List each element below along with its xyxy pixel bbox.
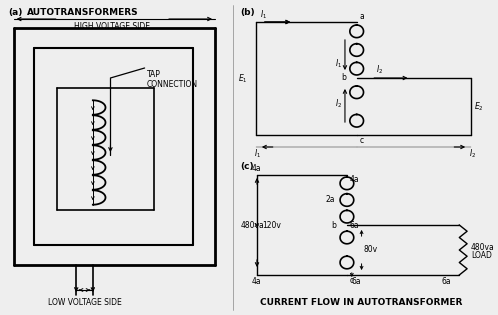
- Text: 2a: 2a: [325, 196, 335, 204]
- Text: $E_2$: $E_2$: [474, 100, 484, 113]
- Text: (b): (b): [241, 8, 255, 17]
- Text: 6a: 6a: [352, 277, 362, 286]
- Text: $I_1$: $I_1$: [335, 58, 342, 70]
- Text: 4a: 4a: [350, 175, 360, 184]
- Text: c: c: [360, 136, 364, 145]
- Text: 6a: 6a: [350, 220, 360, 230]
- Text: $I_1$: $I_1$: [260, 9, 267, 21]
- Text: b: b: [331, 220, 336, 230]
- Text: $I_2$: $I_2$: [335, 98, 342, 111]
- Text: $I_2$: $I_2$: [469, 148, 476, 161]
- Text: 120v: 120v: [262, 220, 281, 230]
- Text: 480va: 480va: [241, 220, 264, 230]
- Text: TAP
CONNECTION: TAP CONNECTION: [146, 70, 198, 89]
- Text: 6a: 6a: [442, 277, 451, 286]
- Text: $I_1$: $I_1$: [254, 148, 261, 161]
- Text: 480va: 480va: [471, 243, 495, 251]
- Text: LOW VOLTAGE SIDE: LOW VOLTAGE SIDE: [48, 298, 122, 307]
- Text: $E_1$: $E_1$: [238, 72, 247, 85]
- Text: b: b: [341, 73, 346, 83]
- Text: $I_2$: $I_2$: [376, 64, 383, 76]
- Text: (c): (c): [241, 162, 254, 171]
- Text: c: c: [350, 276, 354, 285]
- Text: 4a: 4a: [252, 277, 262, 286]
- Text: (a): (a): [8, 8, 22, 17]
- Text: CURRENT FLOW IN AUTOTRANSFORMER: CURRENT FLOW IN AUTOTRANSFORMER: [260, 298, 463, 307]
- Text: HIGH VOLTAGE SIDE: HIGH VOLTAGE SIDE: [74, 22, 150, 31]
- Text: LOAD: LOAD: [471, 251, 492, 261]
- Text: 4a: 4a: [252, 164, 262, 173]
- Text: a: a: [360, 12, 365, 21]
- Text: 80v: 80v: [364, 245, 377, 255]
- Text: AUTOTRANSFORMERS: AUTOTRANSFORMERS: [27, 8, 139, 17]
